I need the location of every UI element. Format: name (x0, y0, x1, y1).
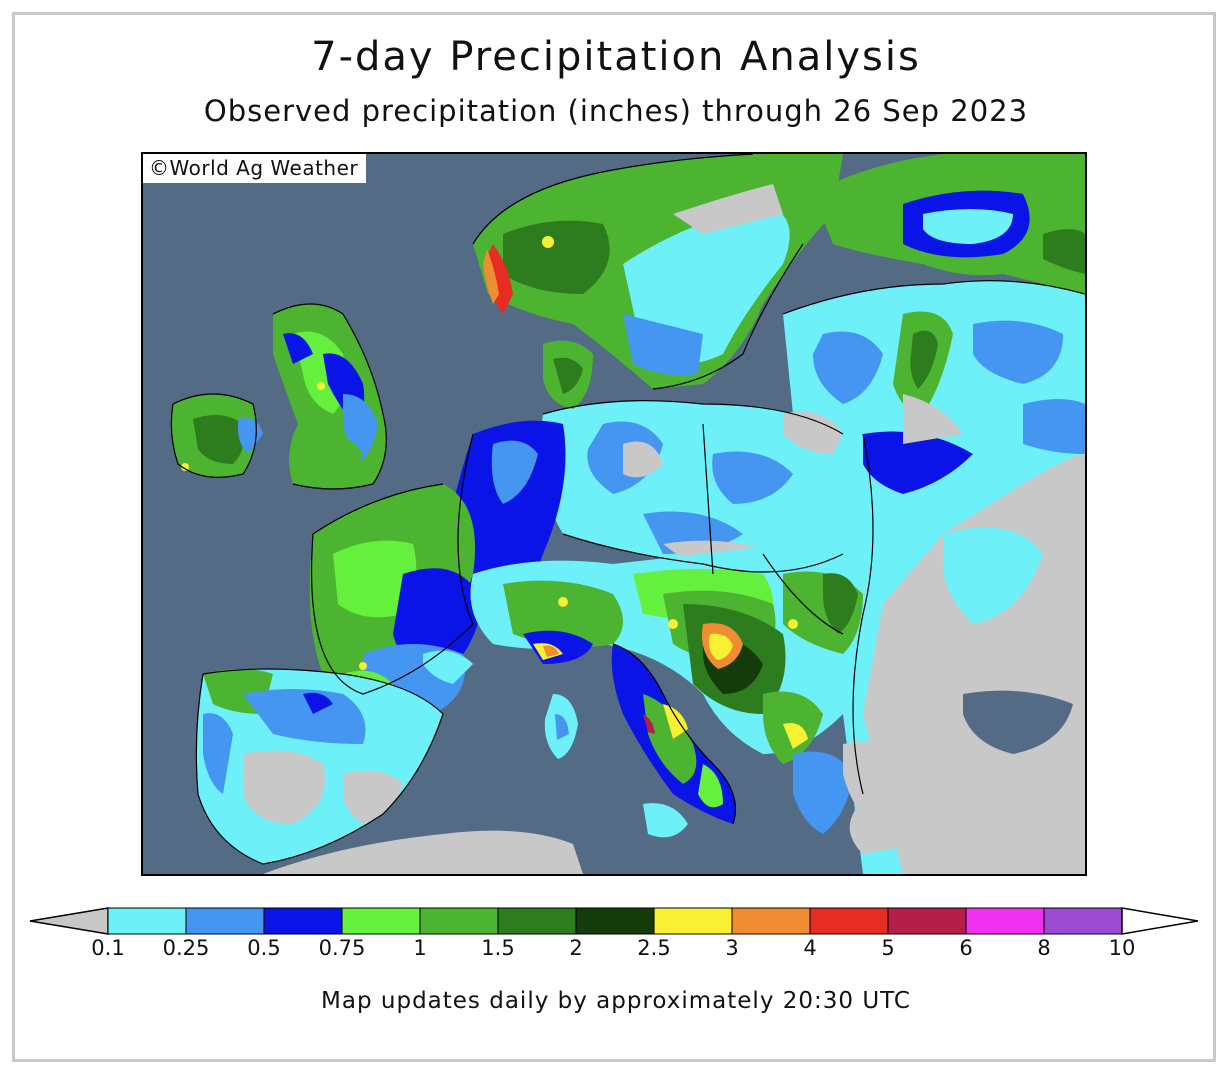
scale-swatch (965, 907, 1045, 935)
color-scale-svg (29, 907, 1199, 935)
scale-tick-label: 10 (1108, 936, 1136, 960)
central-europe-region (540, 400, 853, 574)
scale-tick-label: 8 (1037, 936, 1051, 960)
scale-tick-label: 0.75 (318, 936, 366, 960)
alps-balkans-region (470, 542, 875, 764)
scale-swatch (809, 907, 889, 935)
scale-tick-label: 1.5 (481, 936, 515, 960)
italy-region (544, 644, 736, 838)
france-region (309, 484, 483, 714)
scale-tick-label: 3 (725, 936, 739, 960)
scale-above-triangle (1121, 907, 1199, 935)
denmark-region (543, 340, 593, 409)
scale-swatch (185, 907, 265, 935)
north-africa-region (263, 830, 583, 874)
scale-swatch (887, 907, 967, 935)
scandinavia-region (473, 154, 843, 389)
scale-tick-label: 2 (569, 936, 583, 960)
scale-swatch (1043, 907, 1123, 935)
update-note: Map updates daily by approximately 20:30… (321, 988, 911, 1014)
precipitation-map (141, 152, 1087, 876)
scale-swatch (497, 907, 577, 935)
scale-below-triangle (29, 907, 109, 935)
scale-tick-label: 1 (413, 936, 427, 960)
scale-tick-label: 4 (803, 936, 817, 960)
scale-swatch (653, 907, 733, 935)
scale-tick-label: 0.1 (91, 936, 125, 960)
country-borders (170, 154, 1085, 865)
color-scale-bar (28, 906, 1204, 940)
finland-region (813, 154, 1085, 294)
iberia-region (196, 669, 443, 864)
scale-swatch (341, 907, 421, 935)
map-title: 7-day Precipitation Analysis (311, 34, 921, 80)
scale-tick-label: 0.5 (247, 936, 281, 960)
scale-swatch (575, 907, 655, 935)
scale-swatch (419, 907, 499, 935)
scale-swatch (263, 907, 343, 935)
map-subtitle: Observed precipitation (inches) through … (203, 94, 1029, 128)
uk-ireland-region (171, 304, 387, 489)
scale-tick-label: 2.5 (637, 936, 671, 960)
map-svg (143, 154, 1085, 874)
anatolia-region (929, 690, 1085, 874)
credit-label: ©World Ag Weather (143, 154, 367, 183)
scale-tick-label: 6 (959, 936, 973, 960)
greece-region (793, 741, 943, 854)
color-scale-ticks: 0.1 0.25 0.5 0.75 1 1.5 2 2.5 3 4 5 6 8 10 (0, 936, 1232, 966)
scale-swatch (731, 907, 811, 935)
scale-tick-label: 5 (881, 936, 895, 960)
scale-swatch (107, 907, 187, 935)
scale-tick-label: 0.25 (162, 936, 210, 960)
